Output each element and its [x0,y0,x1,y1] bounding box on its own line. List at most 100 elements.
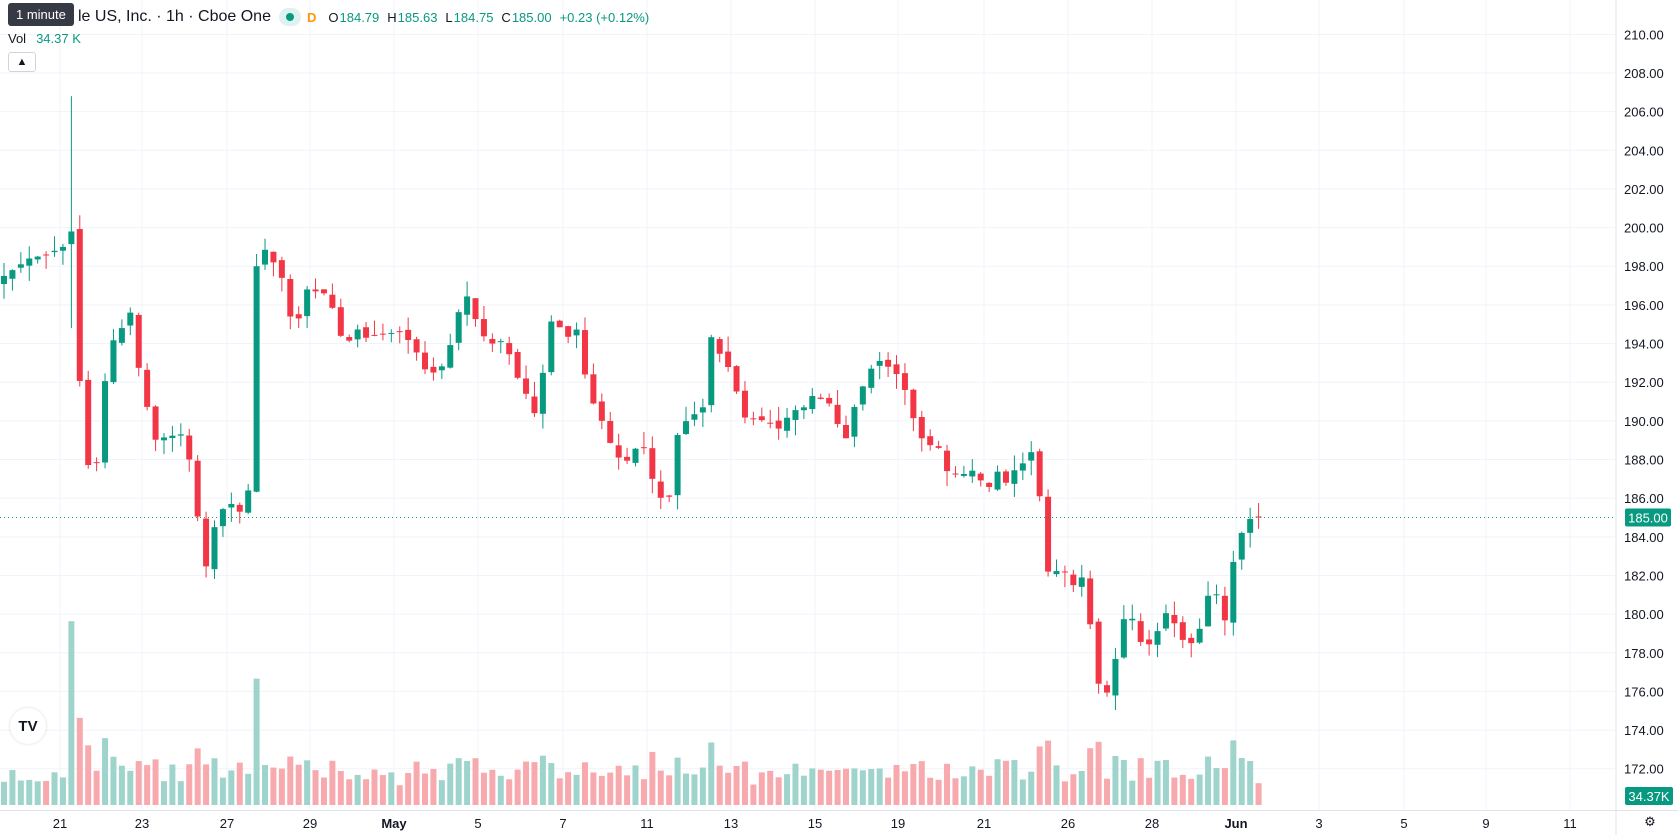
candle-body [1162,613,1169,629]
volume-bar [649,751,656,805]
candle-body [194,460,201,517]
volume-bar [186,764,193,805]
volume-bar [741,761,748,805]
volume-bar [127,770,134,805]
candle-body [893,364,900,374]
candle-body [1104,685,1111,693]
candle-body [927,436,934,446]
volume-value: 34.37 K [36,31,81,46]
candle-body [152,406,159,440]
volume-bar [489,769,496,805]
price-axis[interactable]: 210.00 208.00 206.00 204.00 202.00 200.00 198.… [1624,27,1664,776]
candle-body [245,490,252,513]
volume-bar [1104,778,1111,805]
candle-body [615,445,622,458]
market-status-icon[interactable] [278,8,301,26]
time-tick-label: 15 [808,816,822,831]
volume-bar [1213,768,1220,805]
candle-body [1171,614,1178,624]
volume-bar [1120,759,1127,805]
volume-bar [691,774,698,805]
volume-bar [927,777,934,805]
volume-bar [859,770,866,805]
candle-body [102,381,109,463]
candle-body [480,319,487,337]
volume-bar [708,742,715,805]
volume-bars [1,621,1262,805]
change-value: +0.23 (+0.12%) [559,9,650,25]
candle-body [1205,595,1212,627]
candle-body [236,504,243,512]
candle-body [160,437,167,441]
volume-bar [110,756,117,805]
volume-bar [497,775,504,805]
time-tick-label: 21 [53,816,67,831]
volume-bar [809,768,816,805]
volume-bar [565,772,572,805]
volume-bar [278,768,285,805]
candle-body [960,474,967,476]
volume-bar [413,761,420,805]
candle-body [270,251,277,263]
price-tick-label: 202.00 [1624,182,1664,197]
price-tick-label: 210.00 [1624,27,1664,42]
candle-body [1255,516,1262,518]
volume-bar [1230,740,1237,805]
symbol-title[interactable]: le US, Inc. · 1h · Cboe One [78,8,271,25]
candle-body [699,407,706,413]
collapse-legend-button[interactable]: ▲ [8,52,36,72]
volume-bar [236,762,243,805]
candle-body [127,312,134,326]
volume-bar [523,761,530,805]
volume-bar [379,775,386,805]
volume-bar [480,772,487,805]
interval-flag[interactable]: D [306,9,317,25]
volume-bar [767,770,774,805]
candle-body [733,366,740,392]
volume-bar [422,773,428,805]
time-tick-label: May [381,816,407,831]
time-axis[interactable]: 21 23 27 29 May 5 7 11 13 15 19 21 26 28 Jun 3 5 9 11 [53,816,1577,831]
open-label: O [328,9,339,25]
candle-body [598,401,605,421]
candle-body [784,417,791,431]
tradingview-logo-icon[interactable]: TV [10,708,46,744]
candle-body [531,396,538,414]
candle-body [632,448,639,463]
volume-bar [699,767,706,805]
volume-bar [834,770,841,805]
candle-body [1188,637,1195,644]
volume-bar [203,764,210,805]
candle-body [523,378,530,394]
candle-body [1146,639,1153,645]
volume-bar [405,772,412,805]
price-tick-label: 176.00 [1624,684,1664,699]
volume-bar [177,781,184,805]
volume-bar [573,774,580,805]
candle-body [1053,571,1060,575]
price-tick-label: 174.00 [1624,723,1664,738]
candle-body [741,390,748,418]
price-tick-label: 180.00 [1624,607,1664,622]
candle-body [826,397,833,404]
time-tick-label: 29 [303,816,317,831]
volume-bar [304,760,311,805]
volume-bar [1,781,7,805]
gear-icon[interactable]: ⚙ [1644,814,1656,829]
volume-bar [1247,761,1254,805]
volume-bar [1078,770,1085,805]
candle-body [868,368,875,388]
volume-bar [784,774,791,805]
candle-body [371,334,378,336]
volume-bar [1087,748,1094,805]
candle-body [1078,577,1085,587]
volume-legend: Vol 34.37 K [8,31,81,46]
volume-badge [1625,787,1673,805]
candle-body [228,503,235,508]
volume-bar [683,773,690,805]
volume-bar [287,756,294,805]
volume-bar [1129,780,1136,805]
volume-bar [1011,760,1018,805]
volume-bar [893,764,900,805]
